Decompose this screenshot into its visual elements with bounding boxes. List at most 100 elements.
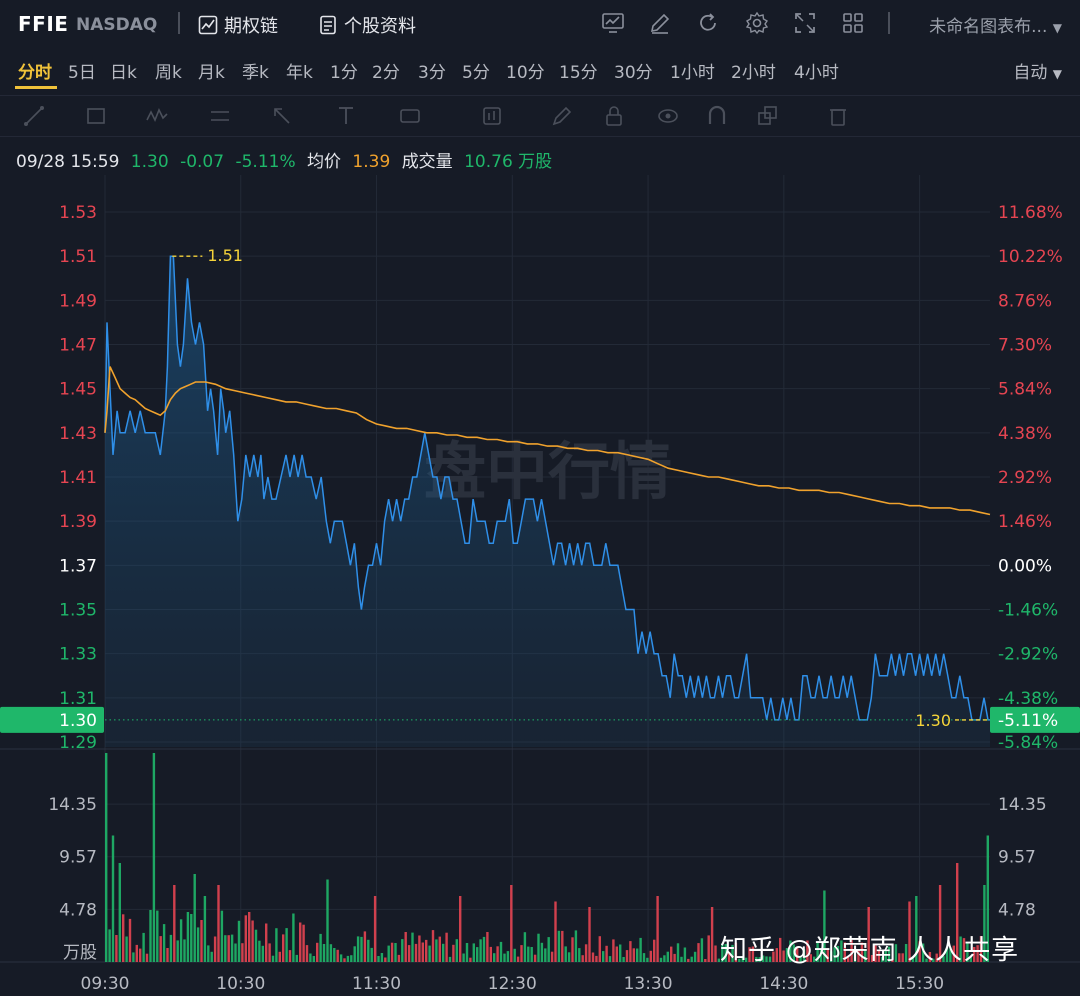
quote-info: 09/28 15:59 1.30 -0.07 -5.11% 均价 1.39 成交… — [16, 147, 558, 172]
volume-bar — [482, 936, 486, 962]
wave-icon[interactable] — [145, 104, 169, 128]
pencil-icon[interactable] — [648, 11, 672, 35]
volume-bar — [390, 942, 394, 962]
bar-pattern-icon[interactable] — [480, 104, 504, 128]
gear-icon[interactable] — [745, 11, 769, 35]
credit-watermark: 知乎 @郑荣南 人人共享 — [720, 935, 1020, 966]
volume-bar — [431, 930, 435, 962]
tab-period-1[interactable]: 5日 — [68, 63, 96, 83]
volume-bar — [714, 945, 717, 962]
volume-bar — [557, 930, 561, 962]
lock-icon[interactable] — [602, 104, 626, 128]
price-tick-label: 1.51 — [59, 247, 97, 267]
scale-mode-dropdown[interactable]: 自动 ▼ — [1013, 58, 1062, 83]
volume-bar — [265, 923, 268, 962]
text-icon[interactable] — [334, 104, 358, 128]
volume-bar — [823, 890, 826, 962]
volume-bar — [544, 948, 547, 962]
volume-bar — [493, 953, 496, 962]
volume-bar — [806, 940, 809, 962]
grid-layout-icon[interactable] — [841, 11, 865, 35]
rectangle-icon[interactable] — [84, 104, 108, 128]
quote-change: -0.07 — [180, 152, 225, 172]
volume-bar — [687, 958, 690, 962]
volume-bar — [765, 956, 768, 962]
pct-tick-label: -1.46% — [998, 601, 1058, 621]
options-chart-icon — [198, 15, 218, 35]
volume-label: 成交量 — [401, 152, 453, 172]
series-line-avg — [104, 366, 991, 516]
quote-price: 1.30 — [130, 152, 169, 172]
pct-tick-label: 2.92% — [998, 468, 1052, 488]
refresh-icon[interactable] — [696, 11, 720, 35]
layers-icon[interactable] — [756, 104, 780, 128]
volume-bar — [278, 951, 281, 962]
volume-bar — [513, 948, 516, 962]
volume-bar — [176, 940, 179, 962]
volume-bar — [533, 954, 537, 962]
tab-period-15[interactable]: 2小时 — [731, 63, 776, 83]
tab-period-6[interactable]: 年k — [286, 63, 313, 83]
arrow-icon[interactable] — [270, 104, 294, 128]
tab-period-3[interactable]: 周k — [155, 63, 182, 83]
tab-period-13[interactable]: 30分 — [614, 63, 653, 83]
eye-icon[interactable] — [656, 104, 680, 128]
volume-bar — [179, 919, 183, 962]
tab-period-7[interactable]: 1分 — [330, 63, 358, 83]
volume-bar — [966, 942, 969, 962]
volume-bar — [166, 948, 169, 962]
tab-period-0[interactable]: 分时 — [18, 63, 52, 83]
volume-bar — [217, 885, 220, 962]
ruler-icon[interactable] — [208, 104, 232, 128]
intraday-chart[interactable]: 盘中行情 1.53 11.68% 1.51 10.22% 1.49 8.76% 1.47 7.3… — [0, 175, 1080, 996]
volume-bar — [200, 920, 203, 962]
volume-bar — [118, 863, 121, 962]
high-marker-label: 1.51 — [207, 246, 243, 265]
volume-bar — [421, 942, 424, 962]
trend-line-icon[interactable] — [22, 104, 46, 128]
volume-bar — [336, 949, 339, 962]
trash-icon[interactable] — [826, 104, 850, 128]
options-chain-link[interactable]: 期权链 — [198, 12, 278, 38]
price-label-icon[interactable] — [398, 104, 422, 128]
volume-bar — [690, 956, 693, 962]
volume-bar — [550, 951, 554, 962]
tab-period-12[interactable]: 15分 — [559, 63, 598, 83]
volume-bar — [193, 874, 196, 962]
volume-bar — [945, 947, 949, 962]
volume-bar — [339, 954, 343, 962]
volume-bar — [435, 939, 438, 962]
volume-bar — [802, 949, 806, 962]
volume-bar — [125, 936, 128, 962]
stock-profile-link[interactable]: 个股资料 — [318, 12, 416, 38]
pct-tick-label: 11.68% — [998, 203, 1063, 223]
tab-period-8[interactable]: 2分 — [372, 63, 400, 83]
brush-icon[interactable] — [550, 104, 574, 128]
volume-bar — [843, 942, 846, 962]
volume-bar — [173, 885, 176, 962]
volume-bar — [847, 957, 850, 962]
pct-tick-label: 4.38% — [998, 424, 1052, 444]
volume-bar — [224, 935, 227, 962]
tab-period-16[interactable]: 4小时 — [794, 63, 839, 83]
tab-period-14[interactable]: 1小时 — [670, 63, 715, 83]
volume-bar — [479, 939, 482, 962]
tab-period-9[interactable]: 3分 — [418, 63, 446, 83]
volume-bar — [527, 946, 530, 962]
volume-bar — [768, 956, 772, 962]
chart-layout-dropdown[interactable]: 未命名图表布... ▼ — [929, 12, 1062, 37]
volume-bar — [830, 951, 833, 962]
magnet-icon[interactable] — [705, 104, 729, 128]
tab-period-10[interactable]: 5分 — [462, 63, 490, 83]
tab-period-11[interactable]: 10分 — [506, 63, 545, 83]
tab-period-2[interactable]: 日k — [110, 63, 137, 83]
tab-period-5[interactable]: 季k — [242, 63, 269, 83]
tab-period-4[interactable]: 月k — [198, 63, 225, 83]
chart-compare-icon[interactable] — [601, 11, 625, 35]
symbol-label[interactable]: FFIE — [18, 12, 69, 36]
fullscreen-icon[interactable] — [793, 11, 817, 35]
volume-bar — [411, 932, 414, 962]
volume-bar — [292, 913, 295, 962]
scale-mode-label: 自动 — [1013, 63, 1048, 83]
volume-bar — [503, 953, 506, 962]
